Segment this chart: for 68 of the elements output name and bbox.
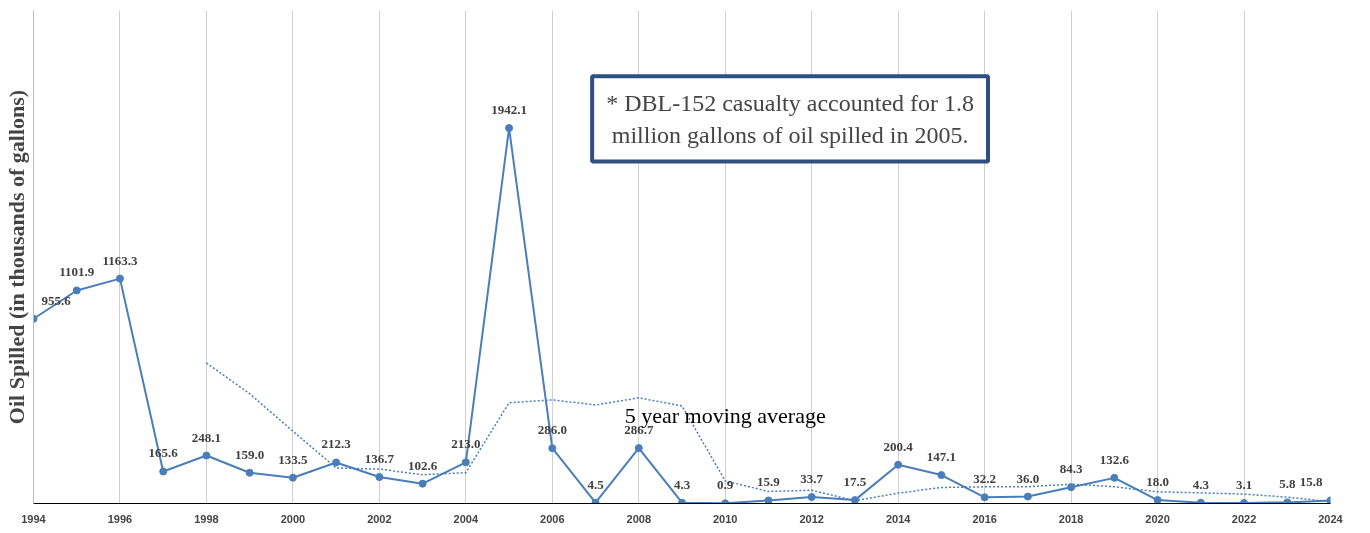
x-tick-label: 2022 bbox=[1231, 512, 1257, 525]
data-label: 133.5 bbox=[278, 451, 309, 467]
data-label: 212.3 bbox=[321, 436, 352, 452]
point bbox=[548, 444, 557, 453]
data-label: 32.2 bbox=[973, 471, 997, 487]
data-label: 4.3 bbox=[1192, 476, 1210, 492]
data-label: 102.6 bbox=[407, 457, 438, 473]
data-label: 33.7 bbox=[800, 470, 824, 486]
data-label: 159.0 bbox=[235, 446, 265, 462]
point bbox=[375, 473, 384, 482]
point bbox=[159, 467, 168, 476]
point bbox=[937, 471, 946, 480]
x-tick-label: 1994 bbox=[21, 512, 47, 525]
data-label: 1942.1 bbox=[491, 102, 527, 118]
data-label: 248.1 bbox=[191, 429, 222, 445]
y-axis-title: Oil Spilled (in thousands of gallons) bbox=[3, 89, 29, 425]
data-label: 132.6 bbox=[1099, 451, 1130, 467]
point bbox=[807, 492, 816, 501]
point bbox=[115, 274, 124, 283]
point bbox=[332, 458, 341, 467]
data-label: 0.9 bbox=[717, 477, 734, 493]
point bbox=[850, 496, 859, 504]
x-tick-label: 1998 bbox=[194, 512, 219, 525]
data-label: 15.8 bbox=[1299, 474, 1323, 490]
data-label: 18.0 bbox=[1146, 474, 1169, 490]
data-label: 84.3 bbox=[1059, 461, 1083, 477]
x-tick-label: 2012 bbox=[799, 512, 824, 525]
point bbox=[1067, 483, 1076, 492]
data-label: 3.1 bbox=[1235, 476, 1253, 492]
data-label: 1101.9 bbox=[59, 264, 95, 280]
point bbox=[418, 479, 427, 488]
data-label: 5.8 bbox=[1279, 476, 1296, 492]
point bbox=[202, 451, 211, 460]
x-tick-label: 2020 bbox=[1145, 512, 1170, 525]
annotation: * DBL-152 casualty accounted for 1.8 million gallons of oil spilled in 2005. bbox=[606, 90, 975, 148]
x-tick-label: 2014 bbox=[885, 512, 912, 525]
data-label: 4.3 bbox=[673, 476, 691, 492]
x-tick-label: 2024 bbox=[1318, 512, 1344, 525]
point bbox=[1023, 492, 1032, 501]
point bbox=[1153, 496, 1162, 504]
data-label: 4.5 bbox=[587, 476, 605, 492]
point bbox=[288, 473, 297, 482]
x-tick-label: 2008 bbox=[626, 512, 652, 525]
data-label: 36.0 bbox=[1016, 470, 1040, 486]
point bbox=[505, 124, 514, 133]
point bbox=[980, 493, 989, 502]
point bbox=[764, 496, 773, 504]
x-tick-label: 2002 bbox=[367, 512, 392, 525]
x-tick-label: 2000 bbox=[280, 512, 306, 525]
x-tick-label: 2018 bbox=[1058, 512, 1084, 525]
point bbox=[72, 286, 81, 295]
point bbox=[1110, 473, 1119, 482]
x-tick-label: 2010 bbox=[713, 512, 738, 525]
data-label: 17.5 bbox=[843, 474, 867, 490]
point bbox=[678, 498, 686, 504]
data-label: 200.4 bbox=[883, 438, 914, 454]
x-tick-label: 1996 bbox=[107, 512, 133, 525]
x-tick-label: 2016 bbox=[972, 512, 997, 525]
x-tick-label: 2004 bbox=[453, 512, 479, 525]
data-label: 15.9 bbox=[757, 474, 781, 490]
point bbox=[894, 460, 903, 469]
point bbox=[245, 468, 254, 477]
data-label: 136.7 bbox=[364, 451, 395, 467]
point bbox=[461, 458, 470, 467]
data-label: 147.1 bbox=[926, 449, 957, 465]
x-tick-label: 2006 bbox=[540, 512, 565, 525]
point bbox=[634, 444, 643, 453]
data-label: 1163.3 bbox=[102, 252, 138, 268]
